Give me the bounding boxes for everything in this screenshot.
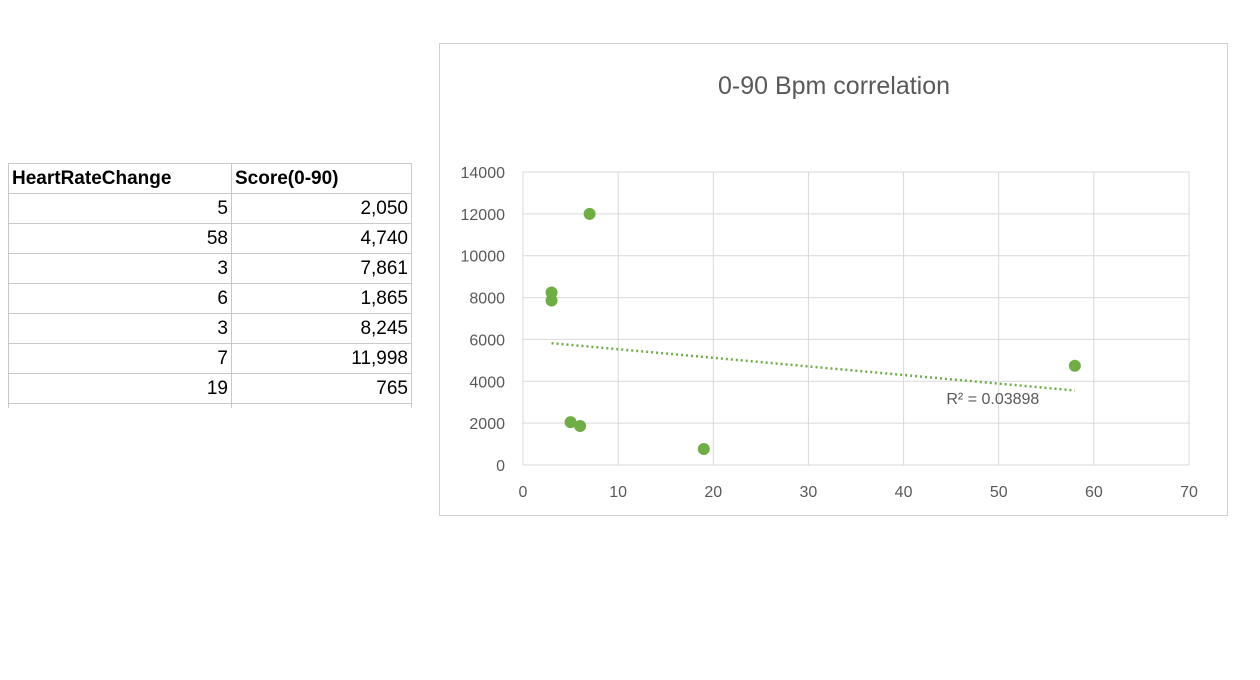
table-cell[interactable]: 19 [8, 373, 232, 404]
data-point [697, 442, 710, 455]
y-tick-label: 12000 [461, 207, 506, 224]
axis-ticks: 0 10 20 30 40 50 60 70 0 2000 4000 6000 8000 10000 120… [461, 165, 1199, 501]
table-cell[interactable]: 3 [8, 313, 232, 344]
scatter-chart: 0-90 Bpm correlation 0 10 20 30 40 50 60 70 0 200… [461, 72, 1199, 501]
table-cell[interactable]: 1,865 [231, 283, 412, 314]
table-cell[interactable]: 7,861 [231, 253, 412, 284]
table-cell[interactable]: 4,740 [231, 223, 412, 254]
column-header-heartratechange[interactable]: HeartRateChange [8, 163, 232, 194]
data-table: HeartRateChange Score(0-90) 5 2,050 58 4… [8, 163, 412, 408]
table-cell-empty[interactable] [8, 403, 232, 408]
y-tick-label: 4000 [469, 374, 505, 391]
table-cell[interactable]: 58 [8, 223, 232, 254]
x-tick-label: 10 [609, 484, 627, 501]
table-row: 3 8,245 [8, 313, 412, 344]
y-tick-label: 6000 [469, 332, 505, 349]
y-tick-label: 10000 [461, 249, 506, 266]
x-tick-label: 40 [895, 484, 913, 501]
column-header-score[interactable]: Score(0-90) [231, 163, 412, 194]
r-squared-label: R² = 0.03898 [946, 391, 1039, 408]
x-tick-label: 70 [1180, 484, 1198, 501]
data-points [545, 207, 1081, 455]
y-tick-label: 14000 [461, 165, 506, 182]
table-row: 19 765 [8, 373, 412, 404]
table-header-row: HeartRateChange Score(0-90) [8, 163, 412, 194]
table-cell[interactable]: 2,050 [231, 193, 412, 224]
trendline [551, 341, 1075, 392]
table-cell-empty[interactable] [231, 403, 412, 408]
data-point [545, 286, 558, 299]
table-cell[interactable]: 6 [8, 283, 232, 314]
data-point [1068, 359, 1081, 372]
table-cell[interactable]: 11,998 [231, 343, 412, 374]
data-point [574, 419, 587, 432]
y-tick-label: 0 [496, 458, 505, 475]
table-row: 5 2,050 [8, 193, 412, 224]
table-row: 3 7,861 [8, 253, 412, 284]
table-row: 58 4,740 [8, 223, 412, 254]
table-cell[interactable]: 8,245 [231, 313, 412, 344]
table-cell[interactable]: 5 [8, 193, 232, 224]
chart-title: 0-90 Bpm correlation [718, 72, 950, 100]
table-row: 7 11,998 [8, 343, 412, 374]
trendline-layer: R² = 0.03898 [551, 341, 1075, 408]
table-cell[interactable]: 7 [8, 343, 232, 374]
x-tick-label: 0 [519, 484, 528, 501]
x-tick-label: 30 [800, 484, 818, 501]
table-cell[interactable]: 3 [8, 253, 232, 284]
data-point [564, 416, 577, 429]
x-tick-label: 20 [704, 484, 722, 501]
x-tick-label: 50 [990, 484, 1008, 501]
chart-container[interactable]: 0-90 Bpm correlation 0 10 20 30 40 50 60 70 0 200… [439, 43, 1228, 516]
table-row-empty [8, 403, 412, 408]
y-tick-label: 8000 [469, 291, 505, 308]
data-point [583, 207, 596, 220]
table-row: 6 1,865 [8, 283, 412, 314]
x-tick-label: 60 [1085, 484, 1103, 501]
gridlines [522, 171, 1190, 466]
table-cell[interactable]: 765 [231, 373, 412, 404]
y-tick-label: 2000 [469, 416, 505, 433]
